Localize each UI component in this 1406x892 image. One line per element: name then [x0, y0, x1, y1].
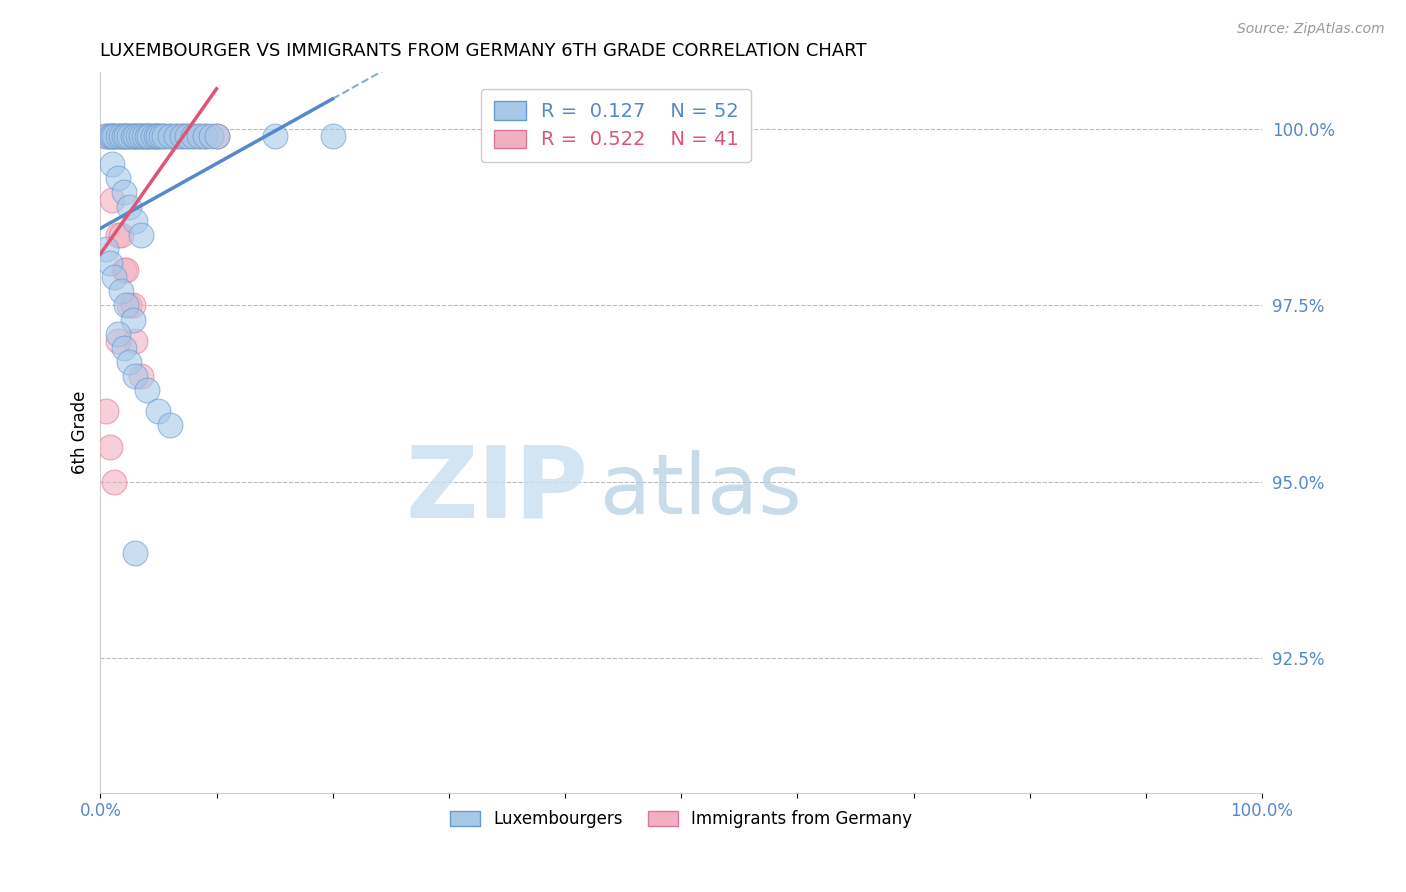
Point — [129, 128, 152, 143]
Point — [129, 128, 152, 143]
Text: ZIP: ZIP — [405, 442, 588, 539]
Point — [122, 312, 145, 326]
Point — [205, 128, 228, 143]
Point — [124, 128, 146, 143]
Text: LUXEMBOURGER VS IMMIGRANTS FROM GERMANY 6TH GRADE CORRELATION CHART: LUXEMBOURGER VS IMMIGRANTS FROM GERMANY … — [100, 42, 868, 60]
Point — [98, 440, 121, 454]
Point — [112, 341, 135, 355]
Point — [115, 128, 138, 143]
Point — [107, 128, 129, 143]
Point — [148, 404, 170, 418]
Point — [118, 128, 141, 143]
Point — [103, 270, 125, 285]
Point — [135, 128, 157, 143]
Point — [124, 545, 146, 559]
Point — [101, 193, 124, 207]
Point — [153, 128, 176, 143]
Point — [122, 128, 145, 143]
Point — [112, 128, 135, 143]
Point — [110, 227, 132, 242]
Point — [134, 128, 156, 143]
Point — [103, 128, 125, 143]
Point — [107, 334, 129, 348]
Point — [165, 128, 187, 143]
Point — [118, 128, 141, 143]
Point — [170, 128, 193, 143]
Point — [205, 128, 228, 143]
Point — [96, 242, 118, 256]
Point — [322, 128, 344, 143]
Point — [115, 298, 138, 312]
Point — [101, 128, 124, 143]
Point — [194, 128, 217, 143]
Point — [101, 157, 124, 171]
Point — [165, 128, 187, 143]
Point — [103, 128, 125, 143]
Point — [145, 128, 167, 143]
Point — [127, 128, 149, 143]
Point — [101, 128, 124, 143]
Point — [188, 128, 211, 143]
Point — [122, 128, 145, 143]
Point — [110, 128, 132, 143]
Point — [110, 128, 132, 143]
Point — [96, 128, 118, 143]
Point — [107, 326, 129, 341]
Point — [118, 298, 141, 312]
Point — [98, 256, 121, 270]
Y-axis label: 6th Grade: 6th Grade — [72, 391, 89, 475]
Point — [200, 128, 222, 143]
Legend: Luxembourgers, Immigrants from Germany: Luxembourgers, Immigrants from Germany — [443, 804, 920, 835]
Point — [115, 128, 138, 143]
Point — [96, 404, 118, 418]
Point — [98, 128, 121, 143]
Point — [124, 128, 146, 143]
Point — [263, 128, 285, 143]
Point — [149, 128, 172, 143]
Point — [145, 128, 167, 143]
Point — [118, 355, 141, 369]
Point — [135, 128, 157, 143]
Point — [124, 213, 146, 227]
Point — [142, 128, 165, 143]
Point — [103, 475, 125, 489]
Point — [118, 200, 141, 214]
Point — [138, 128, 160, 143]
Point — [148, 128, 170, 143]
Point — [135, 383, 157, 397]
Point — [176, 128, 198, 143]
Point — [112, 128, 135, 143]
Point — [122, 298, 145, 312]
Text: Source: ZipAtlas.com: Source: ZipAtlas.com — [1237, 22, 1385, 37]
Point — [112, 186, 135, 200]
Point — [142, 128, 165, 143]
Point — [110, 285, 132, 299]
Point — [127, 128, 149, 143]
Point — [124, 334, 146, 348]
Point — [129, 227, 152, 242]
Point — [112, 263, 135, 277]
Point — [107, 128, 129, 143]
Point — [138, 128, 160, 143]
Point — [115, 263, 138, 277]
Point — [148, 128, 170, 143]
Point — [129, 369, 152, 384]
Point — [170, 128, 193, 143]
Point — [181, 128, 204, 143]
Point — [188, 128, 211, 143]
Text: atlas: atlas — [600, 450, 801, 531]
Point — [194, 128, 217, 143]
Point — [159, 128, 181, 143]
Point — [134, 128, 156, 143]
Point — [124, 369, 146, 384]
Point — [96, 128, 118, 143]
Point — [107, 227, 129, 242]
Point — [159, 128, 181, 143]
Point — [159, 418, 181, 433]
Point — [181, 128, 204, 143]
Point — [98, 128, 121, 143]
Point — [176, 128, 198, 143]
Point — [107, 171, 129, 186]
Point — [153, 128, 176, 143]
